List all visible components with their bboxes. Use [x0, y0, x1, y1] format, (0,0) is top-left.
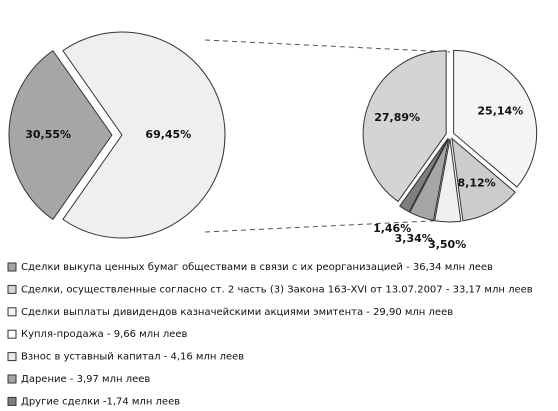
pie-slice [8, 49, 113, 221]
legend-swatch [7, 262, 17, 272]
legend-swatch [7, 396, 17, 406]
legend-label: Дарение - 3,97 млн леев [21, 374, 150, 385]
data-label: 1,46% [373, 222, 411, 235]
pie-slice [409, 138, 450, 221]
legend-swatch [7, 352, 17, 362]
pie-slice [453, 49, 538, 188]
pie-slice [451, 137, 516, 222]
legend-label: Другие сделки -1,74 млн леев [21, 396, 180, 407]
legend-swatch [7, 329, 17, 339]
legend-swatch [7, 374, 17, 384]
data-label: 30,55% [25, 128, 71, 141]
pie-slice [434, 138, 462, 223]
legend-swatch [7, 307, 17, 317]
legend-label: Взнос в уставный капитал - 4,16 млн леев [21, 352, 244, 363]
legend-label: Сделки выплаты дивидендов казначейскими … [21, 307, 453, 318]
data-label: 3,34% [395, 232, 433, 245]
pie-slice [62, 31, 226, 239]
data-label: 8,12% [457, 177, 495, 190]
legend-swatch [7, 284, 17, 294]
pie-slice [399, 138, 449, 213]
data-label: 3,50% [428, 238, 466, 251]
connector [204, 219, 451, 233]
connector [204, 39, 451, 53]
data-label: 27,89% [374, 111, 420, 124]
data-label: 69,45% [145, 128, 191, 141]
data-label: 25,14% [477, 105, 523, 118]
legend-label: Купля-продажа - 9,66 млн леев [21, 329, 188, 340]
pie-slice [362, 50, 447, 203]
legend-label: Сделки выкупа ценных бумаг обществами в … [21, 262, 493, 273]
legend-label: Сделки, осуществленные согласно ст. 2 ча… [21, 284, 533, 295]
